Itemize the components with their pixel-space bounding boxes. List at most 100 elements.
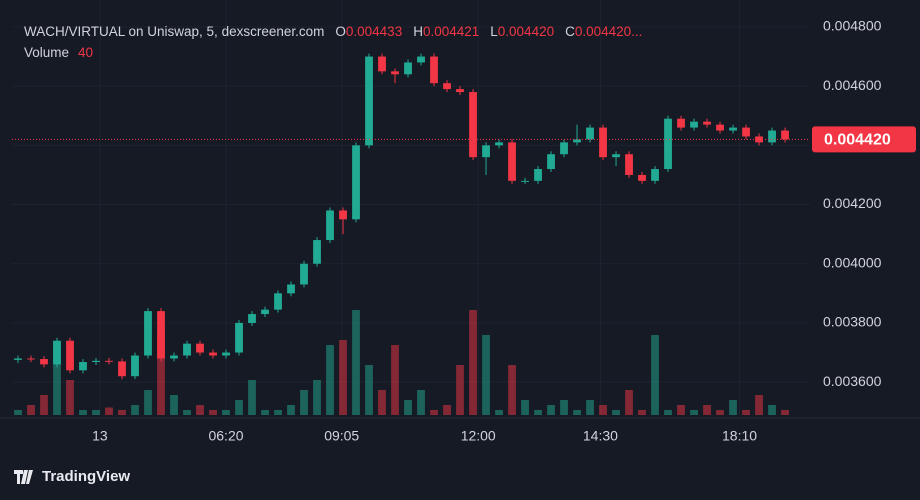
candle-body <box>469 92 477 158</box>
volume-bar <box>144 390 152 415</box>
candle-body <box>235 322 243 353</box>
y-tick-label: 0.004800 <box>823 18 882 34</box>
volume-bar <box>443 405 451 415</box>
volume-bar <box>53 345 61 415</box>
y-tick-label: 0.004000 <box>823 254 882 270</box>
volume-bar <box>755 395 763 415</box>
candle-body <box>651 169 659 181</box>
volume-bar <box>131 405 139 415</box>
volume-bar <box>742 410 750 415</box>
candle-body <box>209 352 217 356</box>
volume-bar <box>612 410 620 415</box>
candle-body <box>547 154 555 170</box>
volume-bar <box>560 400 568 415</box>
candle-body <box>690 121 698 128</box>
volume-bar <box>781 410 789 415</box>
candle-body <box>339 210 347 220</box>
volume-bar <box>729 400 737 415</box>
candle-body <box>599 127 607 158</box>
candle-body <box>365 56 373 146</box>
volume-bar <box>248 380 256 415</box>
volume-bar <box>573 410 581 415</box>
candle-body <box>222 352 230 356</box>
candle-body <box>664 118 672 170</box>
ohlc-values: O 0.004433 H 0.004421 L 0.004420 C 0.004420... <box>324 24 642 39</box>
chart-title: WACH/VIRTUAL on Uniswap, 5, dexscreener.… <box>24 24 325 39</box>
candle-body <box>27 358 35 360</box>
volume-bar <box>469 310 477 415</box>
volume-bar <box>157 335 165 415</box>
y-tick-label: 0.004600 <box>823 77 882 93</box>
legend-header: WACH/VIRTUAL on Uniswap, 5, dexscreener.… <box>24 24 642 39</box>
volume-bar <box>14 410 22 415</box>
candle-body <box>677 118 685 128</box>
ohlc-value: 0.004421 <box>422 24 480 39</box>
volume-name: Volume <box>24 45 70 60</box>
candle-body <box>196 343 204 353</box>
volume-bar <box>417 390 425 415</box>
volume-bar <box>287 405 295 415</box>
y-tick-label: 0.003600 <box>823 373 882 389</box>
ohlc-value: 0.004420 <box>497 24 555 39</box>
brand-name: TradingView <box>42 468 131 485</box>
ohlc-key: C <box>565 24 575 39</box>
candle-body <box>625 154 633 175</box>
volume-value: 40 <box>78 45 94 60</box>
volume-bar <box>274 410 282 415</box>
candle-body <box>131 355 139 377</box>
volume-bar <box>300 390 308 415</box>
y-tick-label: 0.003800 <box>823 314 882 330</box>
volume-bar <box>703 405 711 415</box>
volume-bar <box>209 410 217 415</box>
volume-bar <box>66 380 74 415</box>
volume-bar <box>599 405 607 415</box>
volume-bar <box>768 405 776 415</box>
volume-bar <box>430 410 438 415</box>
candle-body <box>248 314 256 323</box>
candle-body <box>729 127 737 131</box>
candle-body <box>261 309 269 315</box>
volume-bar <box>586 400 594 415</box>
candle-body <box>508 142 516 181</box>
volume-bar <box>495 410 503 415</box>
x-tick-label: 14:30 <box>583 428 618 444</box>
ohlc-key: O <box>335 24 346 39</box>
candle-body <box>66 340 74 371</box>
candle-body <box>638 174 646 181</box>
candle-body <box>430 56 438 84</box>
candle-body <box>495 142 503 146</box>
volume-bar <box>651 335 659 415</box>
x-tick-label: 12:00 <box>461 428 496 444</box>
last-price-label: 0.004420 <box>824 132 891 149</box>
candle-body <box>313 240 321 264</box>
candle-body <box>53 340 61 365</box>
volume-bar <box>547 405 555 415</box>
volume-bar <box>508 365 516 415</box>
candle-body <box>443 83 451 90</box>
brand-logo <box>14 469 33 484</box>
volume-bar <box>534 410 542 415</box>
x-tick-label: 06:20 <box>208 428 243 444</box>
candle-body <box>79 362 87 371</box>
volume-bar <box>40 395 48 415</box>
candle-body <box>287 284 295 294</box>
volume-bar <box>313 380 321 415</box>
volume-bar <box>456 365 464 415</box>
ohlc-key: H <box>413 24 423 39</box>
candle-body <box>716 124 724 131</box>
candle-body <box>92 360 100 363</box>
brand: TradingView <box>14 468 130 485</box>
volume-bar <box>105 407 113 415</box>
volume-bar <box>625 390 633 415</box>
x-tick-label: 18:10 <box>722 428 757 444</box>
volume-bar <box>664 410 672 415</box>
candle-body <box>14 358 22 360</box>
volume-bar <box>339 340 347 415</box>
candle-body <box>417 56 425 63</box>
candle-body <box>144 311 152 356</box>
volume-bar <box>326 345 334 415</box>
candle-body <box>326 210 334 241</box>
candle-body <box>586 127 594 140</box>
volume-bar <box>521 400 529 415</box>
candle-body <box>300 263 308 285</box>
